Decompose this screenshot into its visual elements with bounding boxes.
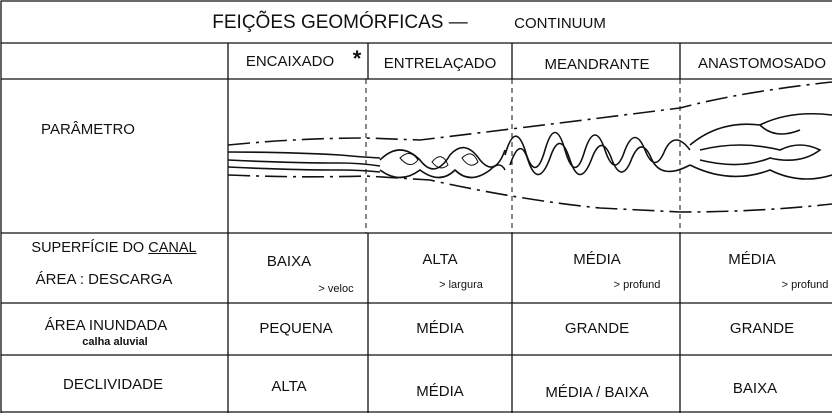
title: FEIÇÕES GEOMÓRFICAS — xyxy=(212,12,468,33)
row-label-part: SUPERFÍCIE DO xyxy=(31,240,145,256)
cell-note: > profund xyxy=(613,279,661,291)
cell: MÉDIA / BAIXA xyxy=(545,384,649,401)
cell: PEQUENA xyxy=(259,320,333,337)
row-label: ÁREA INUNDADA xyxy=(44,317,168,334)
cell: MÉDIA xyxy=(416,320,464,337)
cell: BAIXA xyxy=(266,253,312,270)
row-label-underlined: CANAL xyxy=(148,240,197,256)
row-label: SUPERFÍCIE DO CANAL xyxy=(31,240,196,256)
cell-note: > profund xyxy=(781,279,829,291)
row-sublabel: calha aluvial xyxy=(82,336,148,348)
river-sketch xyxy=(227,81,832,213)
cell: MÉDIA xyxy=(728,251,776,268)
subtitle: CONTINUUM xyxy=(514,15,606,32)
column-header: MEANDRANTE xyxy=(544,56,650,73)
cell-note: > largura xyxy=(439,279,483,291)
braid-bars xyxy=(399,153,479,169)
cell: GRANDE xyxy=(729,320,795,337)
column-header: ENCAIXADO xyxy=(245,53,335,70)
column-header: ANASTOMOSADO xyxy=(697,55,827,72)
cell: MÉDIA xyxy=(573,251,621,268)
cell: ALTA xyxy=(271,378,307,395)
cell: MÉDIA xyxy=(416,383,464,400)
row-label: PARÂMETRO xyxy=(41,121,135,138)
cell: ALTA xyxy=(422,251,458,268)
row-label: ÁREA : DESCARGA xyxy=(35,271,173,288)
cell: GRANDE xyxy=(564,320,630,337)
asterisk: * xyxy=(352,46,362,71)
column-header: ENTRELAÇADO xyxy=(383,55,497,72)
row-label: DECLIVIDADE xyxy=(62,376,164,393)
cell: BAIXA xyxy=(732,380,778,397)
cell-note: > veloc xyxy=(318,283,354,295)
